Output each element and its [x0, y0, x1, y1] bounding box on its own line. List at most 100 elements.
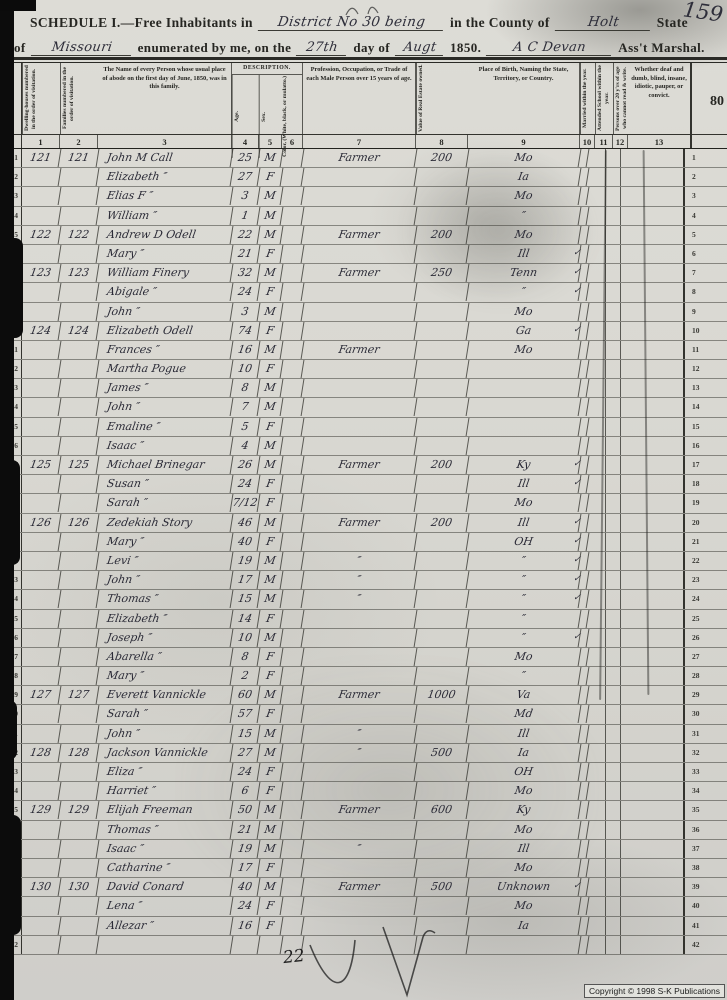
cell-name: Eliza ″	[96, 763, 234, 782]
line-number-left: 3	[0, 187, 22, 206]
cell-married-check: ✓	[571, 571, 590, 590]
cell-name: Isaac ″	[96, 436, 234, 455]
cell-name: William Finery	[96, 264, 234, 283]
line-number-left: 35	[0, 801, 22, 820]
table-row: 24 Thomas ″ 15 M ″ ″ ✓ 24	[0, 590, 727, 610]
cell-remarks	[621, 763, 685, 782]
col-num: 5	[259, 135, 282, 148]
cell-real-estate-value	[414, 820, 470, 839]
cell-dwelling-number	[20, 724, 62, 743]
cell-sex: F	[257, 609, 284, 628]
line-number-left: 27	[0, 647, 22, 667]
cell-age: 22	[230, 225, 261, 244]
cell-color	[280, 532, 305, 551]
cell-remarks	[621, 340, 685, 360]
cell-remarks	[621, 398, 685, 417]
cell-sex: F	[257, 897, 284, 916]
cell-occupation	[301, 417, 418, 436]
cell-attended-school	[588, 743, 606, 762]
cell-family-number	[58, 551, 100, 571]
cell-sex: F	[257, 417, 284, 436]
cell-dwelling-number	[20, 782, 62, 801]
cell-cannot-read	[606, 475, 621, 494]
day-of-label: day of	[353, 40, 391, 55]
cell-name: Everett Vannickle	[96, 686, 234, 705]
cell-sex: F	[257, 858, 284, 878]
table-row: 28 Mary ″ 2 F ″ 28	[0, 667, 727, 687]
line-number-left: 33	[0, 763, 22, 782]
cell-name: William ″	[96, 206, 234, 225]
cell-occupation	[301, 302, 418, 321]
cell-occupation: Farmer	[301, 225, 418, 244]
cell-married-check	[571, 340, 590, 360]
table-row: 27 Abarella ″ 8 F Mo 27	[0, 647, 727, 668]
cell-family-number	[58, 858, 100, 878]
cell-color	[280, 417, 305, 436]
marshal-signature-handwritten: A C Devan	[486, 40, 614, 56]
cell-occupation	[301, 398, 418, 417]
cell-attended-school	[588, 302, 606, 321]
cell-real-estate-value	[414, 206, 470, 225]
cell-color	[280, 551, 305, 571]
cell-dwelling-number: 126	[20, 513, 62, 532]
line-number-left: 1	[0, 149, 22, 168]
cell-attended-school	[588, 283, 606, 302]
cell-cannot-read	[606, 609, 621, 628]
table-row: 29 127 127 Everett Vannickle 60 M Farmer…	[0, 686, 727, 706]
cell-remarks	[621, 379, 685, 398]
line-number-right: 35	[692, 805, 700, 815]
col-header-birthplace: Place of Birth, Naming the State, Territ…	[468, 63, 580, 134]
cell-dwelling-number	[20, 705, 62, 724]
cell-name: Frances ″	[96, 340, 234, 360]
cell-remarks	[621, 321, 685, 340]
cell-color	[280, 858, 305, 878]
line-number-right: 23	[692, 575, 700, 585]
cell-attended-school	[588, 244, 606, 264]
cell-attended-school	[588, 513, 606, 532]
cell-name: Andrew D Odell	[96, 225, 234, 244]
cell-sex: M	[257, 225, 284, 244]
cell-real-estate-value: 1000	[414, 686, 470, 705]
cell-birthplace: ″	[466, 609, 582, 628]
cell-occupation	[301, 360, 418, 379]
col-num: 8	[416, 135, 468, 148]
cell-age: 17	[230, 858, 261, 878]
cell-dwelling-number	[20, 436, 62, 455]
cell-age: 24	[230, 897, 261, 916]
of-label: of	[14, 40, 26, 55]
cell-birthplace: ″	[466, 283, 582, 302]
county-handwritten: Holt	[554, 14, 652, 31]
cell-birthplace: Mo	[466, 149, 582, 168]
cell-real-estate-value	[414, 724, 470, 743]
table-row: 15 Emaline ″ 5 F 15	[0, 417, 727, 437]
col-header-sex: Sex.	[258, 75, 282, 158]
cell-age: 15	[230, 724, 261, 743]
cell-name: Elizabeth ″	[96, 609, 234, 628]
cell-remarks	[621, 283, 685, 302]
cell-sex: F	[257, 532, 284, 551]
cell-married-check: ✓	[571, 590, 590, 609]
cell-cannot-read	[606, 283, 621, 302]
cell-age: 5	[230, 417, 261, 436]
line-number-right: 18	[692, 479, 700, 489]
col-num: 2	[60, 135, 98, 148]
line-number-left: 2	[0, 168, 22, 187]
cell-dwelling-number	[20, 551, 62, 571]
cell-family-number: 124	[58, 321, 100, 340]
cell-age: 6	[230, 782, 261, 801]
cell-age: 3	[230, 187, 261, 206]
cell-family-number: 129	[58, 801, 100, 820]
cell-name: Jackson Vannickle	[96, 743, 234, 762]
cell-real-estate-value: 500	[414, 743, 470, 762]
day-handwritten: 27th	[296, 40, 349, 56]
cell-real-estate-value	[414, 628, 470, 647]
cell-family-number: 122	[58, 225, 100, 244]
cell-birthplace: Mo	[466, 647, 582, 667]
cell-color	[280, 225, 305, 244]
cell-name: Mary ″	[96, 667, 234, 686]
col-header-real-estate: Value of Real Estate owned.	[416, 63, 468, 134]
cell-attended-school	[588, 379, 606, 398]
cell-age: 26	[230, 456, 261, 475]
table-body: 1 121 121 John M Call 25 M Farmer 200 Mo…	[0, 149, 727, 955]
cell-age: 74	[230, 321, 261, 340]
